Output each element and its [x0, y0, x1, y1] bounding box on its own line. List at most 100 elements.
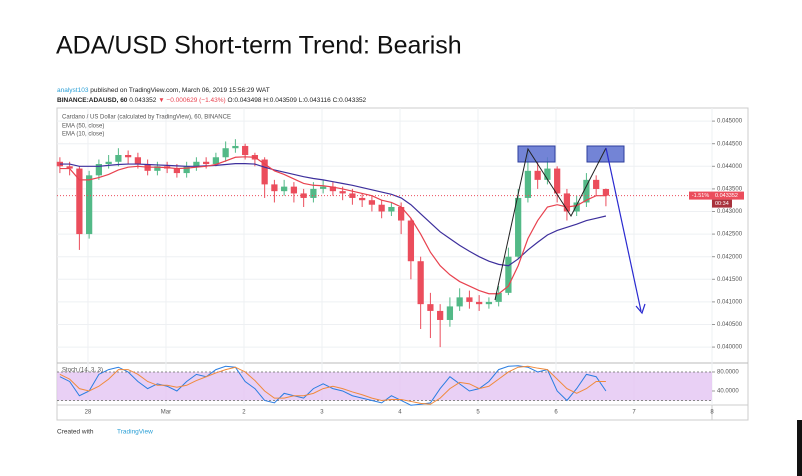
- footer-brand: TradingView: [117, 429, 153, 436]
- candle-body: [417, 261, 424, 305]
- drawings: [494, 145, 646, 315]
- x-tick-label: 2: [242, 410, 246, 416]
- symbol-line: BINANCE:ADAUSD, 60 0.043352 ▼ −0.000629 …: [57, 97, 367, 104]
- candle-body: [476, 301, 483, 305]
- ema-line: [59, 162, 607, 267]
- candle-body: [261, 159, 268, 185]
- y-tick-label: 0.041000: [717, 299, 743, 305]
- candle-body: [242, 145, 249, 156]
- arrow-head: [635, 303, 646, 315]
- candle-body: [134, 157, 142, 165]
- y-tick-label: 0.044500: [717, 141, 743, 147]
- change-label: -1.51%: [692, 193, 710, 199]
- stoch-line: [59, 365, 606, 405]
- candle-body: [554, 168, 561, 194]
- y-tick-label: 0.043000: [717, 209, 743, 215]
- chart-frame: [56, 107, 749, 421]
- candle-body: [154, 166, 161, 171]
- change-box: [689, 191, 712, 200]
- x-tick-label: 6: [554, 410, 558, 416]
- candle-body: [212, 157, 220, 165]
- candle-body: [105, 161, 112, 165]
- candle-body: [66, 166, 73, 169]
- candle-body: [505, 256, 512, 293]
- candle-body: [115, 155, 122, 162]
- slide-title: ADA/USD Short-term Trend: Bearish: [56, 32, 462, 60]
- candle-body: [329, 186, 337, 192]
- ema-line: [59, 156, 606, 295]
- candle-body: [125, 155, 132, 158]
- candle-body: [485, 301, 493, 305]
- candle-body: [222, 148, 229, 158]
- candle-body: [573, 202, 580, 212]
- price-box: [712, 191, 744, 200]
- candle-body: [76, 168, 83, 235]
- countdown-box: [712, 199, 732, 208]
- candle-body: [593, 179, 600, 189]
- candle-body: [583, 179, 590, 203]
- x-tick-label: Mar: [161, 410, 171, 416]
- y-tick-label: 0.040000: [717, 345, 743, 351]
- ohlc: O:0.043498 H:0.043509 L:0.043116 C:0.043…: [228, 97, 367, 104]
- candle-body: [95, 164, 103, 176]
- candle-body: [446, 306, 454, 320]
- top-box: [586, 145, 625, 163]
- candle-body: [193, 161, 200, 167]
- candle-body: [427, 304, 434, 311]
- last-price-label: 0.043352: [715, 193, 738, 199]
- pattern-line: [494, 147, 607, 301]
- x-tick-label: 3: [320, 410, 324, 416]
- candle-body: [232, 145, 239, 149]
- y-tick-label: 40.0000: [717, 389, 739, 395]
- candle-body: [183, 166, 190, 174]
- y-tick-label: 80.0000: [717, 370, 739, 376]
- forecast-arrow: [605, 147, 642, 312]
- legend-title: Cardano / US Dollar (calculated by Tradi…: [62, 115, 231, 121]
- candle-body: [359, 197, 366, 201]
- candle-body: [349, 193, 356, 198]
- candle-body: [378, 204, 385, 212]
- change: ▼ −0.000629 (−1.43%): [158, 97, 226, 104]
- candle-body: [310, 188, 317, 198]
- y-tick-label: 0.041500: [717, 277, 743, 283]
- candle-body: [320, 186, 327, 189]
- candle-body: [56, 161, 64, 167]
- y-tick-label: 0.044000: [717, 164, 743, 170]
- legend-entry: EMA (10, close): [62, 132, 104, 138]
- candle-body: [602, 188, 610, 196]
- legend-entry: EMA (50, close): [62, 124, 104, 130]
- candle-body: [495, 292, 502, 302]
- candle-body: [515, 197, 522, 257]
- edge-bar: [797, 420, 802, 476]
- countdown: 00:34: [715, 201, 729, 207]
- candle-body: [398, 206, 405, 221]
- published: published on TradingView.com, March 06, …: [90, 87, 269, 94]
- candle-body: [271, 184, 278, 192]
- price: 0.043352: [129, 97, 156, 104]
- candle-body: [437, 310, 444, 320]
- y-tick-label: 0.043500: [717, 186, 743, 192]
- candle-body: [86, 175, 93, 235]
- candle-body: [563, 193, 571, 212]
- publish-line: analyst103 published on TradingView.com,…: [57, 87, 270, 94]
- candle-body: [544, 168, 551, 180]
- candle-body: [281, 186, 288, 192]
- y-tick-label: 0.042500: [717, 232, 743, 238]
- candle-body: [339, 191, 346, 194]
- symbol: BINANCE:ADAUSD, 60: [57, 97, 128, 104]
- candle-body: [534, 170, 541, 180]
- y-tick-label: 0.040500: [717, 322, 743, 328]
- candle-body: [524, 170, 532, 198]
- x-tick-label: 7: [632, 410, 636, 416]
- candle-body: [203, 161, 210, 165]
- candle-body: [368, 200, 376, 205]
- stoch-line: [59, 365, 607, 406]
- top-box: [517, 145, 556, 163]
- stoch-band: [57, 371, 712, 401]
- author: analyst103: [57, 87, 89, 94]
- x-tick-label: 28: [85, 410, 92, 416]
- candle-body: [388, 206, 395, 212]
- stoch-title: Stoch (14, 3, 3): [62, 368, 103, 374]
- candle-body: [290, 186, 298, 194]
